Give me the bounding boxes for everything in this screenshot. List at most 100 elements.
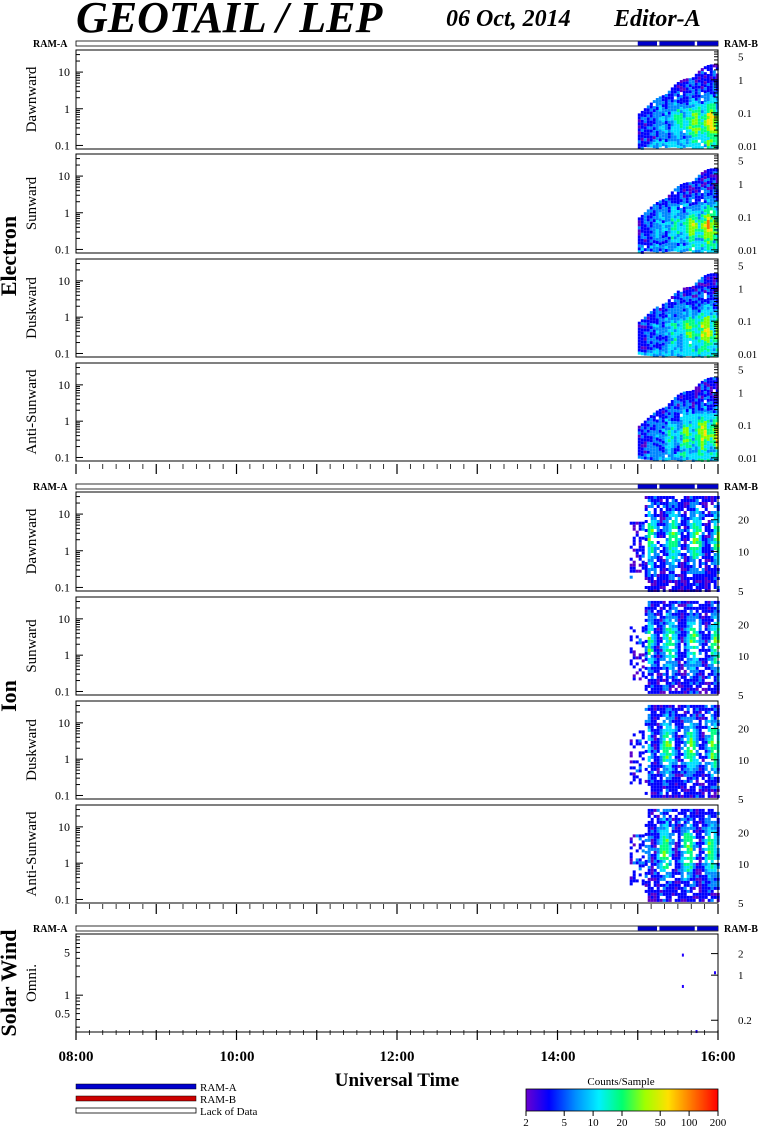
- spectrogram-cell: [685, 317, 689, 320]
- spectrogram-cell: [700, 202, 704, 206]
- spectrogram-cell: [668, 571, 672, 574]
- spectrogram-cell: [644, 687, 648, 691]
- spectrogram-cell: [670, 123, 674, 127]
- spectrogram-cell: [710, 713, 714, 717]
- spectrogram-cell: [707, 603, 711, 607]
- spectrogram-cell: [661, 104, 665, 108]
- spectrogram-cell: [688, 206, 692, 210]
- spectrogram-cell: [662, 713, 666, 717]
- spectrogram-cell: [703, 451, 707, 455]
- spectrogram-cell: [659, 823, 663, 827]
- spectrogram-cell: [685, 412, 689, 415]
- spectrogram-cell: [659, 761, 663, 765]
- spectrogram-cell: [700, 336, 704, 340]
- spectrogram-cell: [707, 553, 711, 556]
- spectrogram-cell: [683, 752, 687, 756]
- spectrogram-cell: [694, 207, 698, 211]
- spectrogram-cell: [647, 886, 651, 890]
- spectrogram-cell: [635, 879, 639, 883]
- spectrogram-cell: [643, 236, 647, 240]
- spectrogram-cell: [706, 208, 710, 211]
- spectrogram-cell: [700, 392, 704, 396]
- spectrogram-cell: [662, 752, 666, 756]
- spectrogram-cell: [689, 609, 693, 613]
- spectrogram-cell: [638, 569, 642, 573]
- spectrogram-cell: [637, 226, 641, 230]
- spectrogram-cell: [637, 455, 641, 459]
- spectrogram-cell: [679, 226, 683, 230]
- spectrogram-cell: [706, 345, 710, 349]
- spectrogram-cell: [689, 511, 693, 514]
- spectrogram-cell: [695, 776, 699, 780]
- spectrogram-cell: [632, 656, 636, 660]
- spectrogram-cell: [644, 505, 648, 508]
- spectrogram-cell: [695, 615, 699, 619]
- spectrogram-cell: [656, 767, 660, 771]
- spectrogram-cell: [650, 746, 654, 750]
- spectrogram-cell: [664, 216, 668, 219]
- spectrogram-cell: [652, 430, 656, 434]
- spectrogram-cell: [656, 541, 660, 544]
- spectrogram-cell: [700, 440, 704, 444]
- spectrogram-cell: [655, 452, 659, 456]
- spectrogram-cell: [685, 212, 689, 216]
- spectrogram-cell: [649, 248, 653, 252]
- spectrogram-cell: [700, 119, 704, 123]
- spectrogram-cell: [707, 523, 711, 526]
- spectrogram-cell: [683, 767, 687, 771]
- spectrogram-cell: [698, 624, 702, 628]
- spectrogram-cell: [692, 541, 696, 544]
- spectrogram-cell: [665, 603, 669, 607]
- spectrogram-cell: [659, 508, 663, 511]
- spectrogram-cell: [661, 407, 665, 411]
- spectrogram-cell: [694, 392, 698, 396]
- spectrogram-cell: [640, 331, 644, 335]
- spectrogram-cell: [647, 639, 651, 643]
- spectrogram-cell: [652, 347, 656, 351]
- spectrogram-cell: [697, 142, 701, 146]
- spectrogram-cell: [685, 457, 689, 460]
- spectrogram-cell: [691, 419, 695, 423]
- spectrogram-cell: [641, 751, 645, 755]
- spectrogram-cell: [670, 418, 674, 421]
- spectrogram-cell: [635, 551, 639, 555]
- spectrogram-cell: [661, 113, 665, 117]
- spectrogram-cell: [683, 826, 687, 830]
- spectrogram-cell: [679, 125, 683, 129]
- spectrogram-cell: [656, 529, 660, 532]
- spectrogram-cell: [658, 411, 662, 415]
- spectrogram-cell: [691, 190, 695, 194]
- spectrogram-cell: [640, 444, 644, 448]
- spectrogram-cell: [653, 853, 657, 857]
- spectrogram-cell: [700, 443, 704, 447]
- spectrogram-cell: [695, 645, 699, 649]
- spectrogram-cell: [706, 205, 710, 208]
- spectrogram-cell: [692, 725, 696, 729]
- spectrogram-cell: [653, 639, 657, 643]
- spectrogram-cell: [689, 764, 693, 768]
- spectrogram-cell: [646, 129, 650, 133]
- spectrogram-cell: [713, 752, 717, 756]
- spectrogram-cell: [709, 380, 713, 384]
- spectrogram-cell: [667, 302, 671, 306]
- spectrogram-cell: [683, 782, 687, 786]
- spectrogram-cell: [715, 273, 719, 277]
- spectrogram-cell: [644, 538, 648, 541]
- y-right-tick-label: 5: [738, 52, 744, 64]
- spectrogram-cell: [653, 586, 657, 589]
- spectrogram-cell: [692, 734, 696, 738]
- spectrogram-cell: [697, 82, 701, 86]
- spectrogram-cell: [694, 455, 698, 459]
- spectrogram-cell: [713, 556, 717, 559]
- spectrogram-cell: [692, 606, 696, 610]
- spectrogram-cell: [695, 630, 699, 634]
- spectrogram-cell: [674, 600, 678, 604]
- spectrogram-cell: [665, 743, 669, 747]
- spectrogram-cell: [650, 871, 654, 875]
- spectrogram-cell: [698, 535, 702, 538]
- spectrogram-cell: [683, 615, 687, 619]
- spectrogram-cell: [635, 861, 639, 865]
- spectrogram-cell: [695, 758, 699, 762]
- spectrogram-cell: [668, 886, 672, 890]
- spectrogram-cell: [713, 621, 717, 625]
